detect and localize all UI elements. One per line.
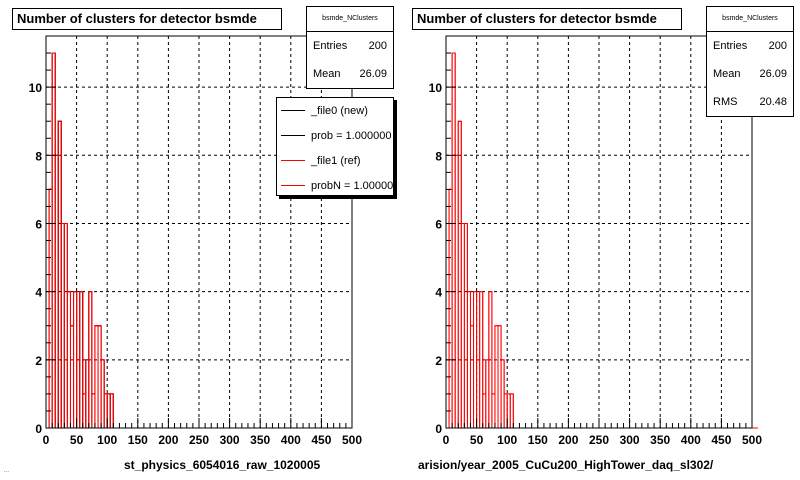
x-tick-label: 500	[742, 433, 762, 447]
y-tick-label: 0	[35, 422, 42, 436]
left-stats-mean-value: 26.09	[359, 68, 387, 80]
legend-label: prob = 1.000000	[311, 129, 392, 142]
left-x-axis-label: st_physics_6054016_raw_1020005	[124, 458, 321, 472]
y-tick-label: 10	[429, 81, 443, 95]
x-tick-label: 100	[497, 433, 517, 447]
legend-entry: prob = 1.000000	[277, 123, 393, 148]
y-tick-label: 6	[35, 217, 42, 231]
right-plot-pad: 0 50 100 150 200 250 300 350 400 450 500 0 2 4 6 8 10 Nu…	[400, 0, 800, 480]
right-stats-entries-label: Entries	[713, 40, 748, 52]
x-tick-label: 250	[189, 433, 209, 447]
x-tick-label: 500	[342, 433, 362, 447]
right-stats-name: bsmde_NClusters	[707, 7, 793, 32]
x-tick-label: 0	[43, 433, 50, 447]
y-tick-label: 2	[435, 354, 442, 368]
y-tick-label: 2	[35, 354, 42, 368]
x-tick-label: 450	[711, 433, 731, 447]
x-tick-label: 150	[128, 433, 148, 447]
left-stats-mean-label: Mean	[313, 68, 341, 80]
right-stats-mean-label: Mean	[713, 68, 741, 80]
left-stats-entries-value: 200	[368, 40, 387, 52]
legend-line-red	[281, 185, 305, 186]
left-stats-name: bsmde_NClusters	[307, 7, 393, 32]
right-stats-entries-value: 200	[768, 40, 787, 52]
x-tick-label: 350	[650, 433, 670, 447]
y-tick-label: 8	[35, 149, 42, 163]
legend-line-red	[281, 160, 305, 161]
y-tick-label: 0	[435, 422, 442, 436]
right-stats-box: bsmde_NClusters Entries 200 Mean 26.09 RMS…	[706, 6, 794, 117]
left-histogram: 0 50 100 150 200 250 300 350 400 450 500 0 2 4 6 8 10	[29, 35, 362, 447]
legend-entry: _file1 (ref)	[277, 148, 393, 173]
x-tick-label: 300	[220, 433, 240, 447]
x-tick-label: 200	[558, 433, 578, 447]
legend-label: _file0 (new)	[311, 104, 368, 117]
legend-entry: _file0 (new)	[277, 98, 393, 123]
x-tick-label: 150	[528, 433, 548, 447]
y-tick-label: 8	[435, 149, 442, 163]
right-stats-mean-value: 26.09	[759, 68, 787, 80]
legend-line-black	[281, 135, 305, 136]
x-tick-label: 400	[281, 433, 301, 447]
right-x-axis-label: arision/year_2005_CuCu200_HighTower_daq_…	[418, 458, 714, 472]
right-stats-rms-label: RMS	[713, 96, 738, 108]
x-tick-label: 400	[681, 433, 701, 447]
x-tick-label: 0	[443, 433, 450, 447]
x-tick-label: 350	[250, 433, 270, 447]
right-plot-title: Number of clusters for detector bsmde	[412, 8, 682, 30]
legend-line-black	[281, 110, 305, 111]
y-tick-label: 10	[29, 81, 43, 95]
left-stats-entries-label: Entries	[313, 40, 348, 52]
right-stats-rms-value: 20.48	[759, 96, 787, 108]
corner-text: ...	[4, 468, 10, 474]
right-histogram: 0 50 100 150 200 250 300 350 400 450 500 0 2 4 6 8 10	[429, 35, 762, 447]
legend-label: _file1 (ref)	[311, 154, 361, 167]
legend-entry: probN = 1.000000	[277, 173, 394, 195]
left-plot-pad: 0 50 100 150 200 250 300 350 400 450 500 0 2 4 6 8 10 Nu…	[4, 6, 394, 474]
y-tick-label: 4	[35, 286, 42, 300]
left-legend: _file0 (new) prob = 1.000000 _file1 (ref…	[276, 97, 394, 196]
y-tick-label: 4	[435, 286, 442, 300]
left-stats-box: bsmde_NClusters Entries 200 Mean 26.09	[306, 6, 394, 89]
y-tick-label: 6	[435, 217, 442, 231]
x-tick-label: 200	[158, 433, 178, 447]
x-tick-label: 300	[620, 433, 640, 447]
legend-label: probN = 1.000000	[311, 179, 394, 192]
x-tick-label: 450	[311, 433, 331, 447]
x-tick-label: 250	[589, 433, 609, 447]
x-tick-label: 100	[97, 433, 117, 447]
x-tick-label: 50	[70, 433, 84, 447]
x-tick-label: 50	[470, 433, 484, 447]
left-plot-title: Number of clusters for detector bsmde	[12, 8, 282, 30]
